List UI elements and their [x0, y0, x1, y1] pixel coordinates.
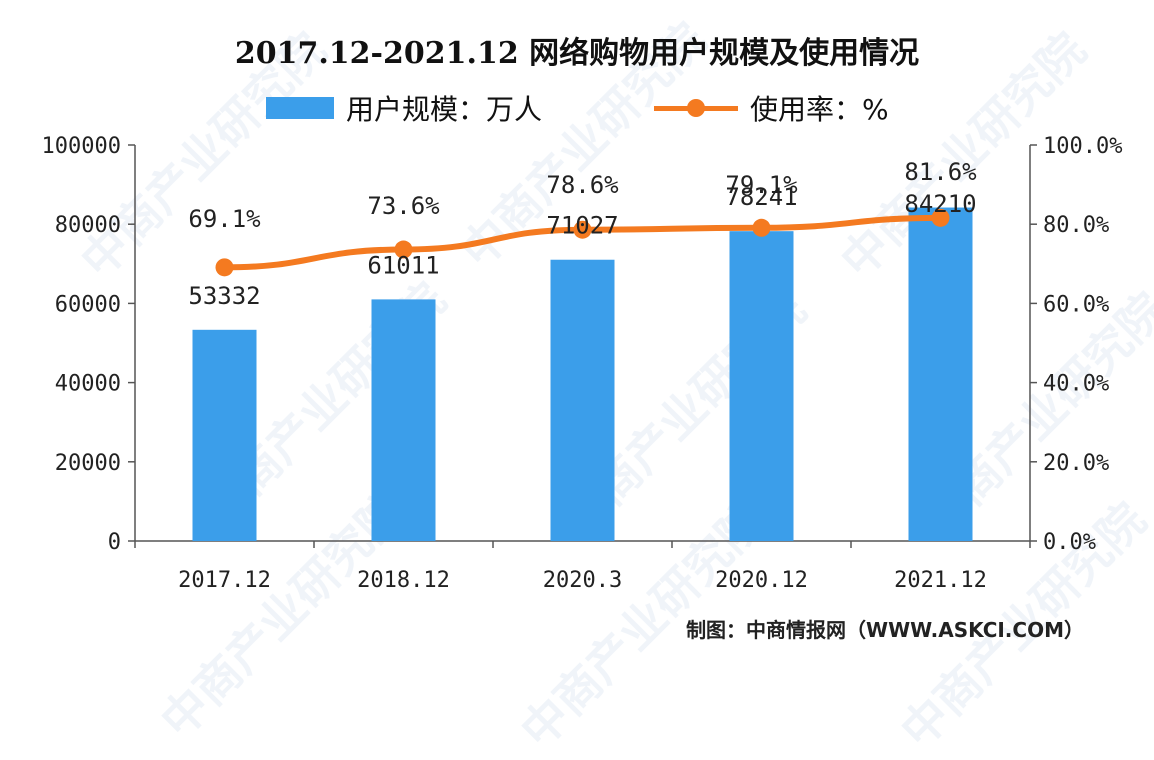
legend-bar-label: 用户规模：万人	[346, 93, 543, 126]
bar	[192, 329, 257, 541]
usage-rate-point	[752, 218, 771, 237]
bar-value-label: 61011	[367, 251, 439, 279]
usage-rate-point	[215, 258, 234, 277]
bar-value-label: 53332	[188, 282, 260, 310]
right-axis-tick-label: 0.0%	[1043, 530, 1096, 555]
left-axis-tick-label: 100000	[42, 134, 121, 159]
legend: 用户规模：万人 使用率：%	[0, 88, 1154, 126]
usage-rate-point	[573, 220, 592, 239]
bar	[908, 207, 973, 542]
x-axis-tick-label: 2018.12	[357, 568, 450, 593]
left-axis-tick-label: 40000	[55, 372, 121, 397]
right-axis-tick-label: 100.0%	[1043, 134, 1122, 159]
rate-value-label: 78.6%	[546, 171, 619, 199]
bar	[729, 231, 794, 541]
x-axis-tick-label: 2017.12	[178, 568, 271, 593]
left-axis-tick-label: 60000	[55, 292, 121, 317]
rate-value-label: 81.6%	[904, 158, 977, 186]
rate-value-label: 69.1%	[188, 205, 261, 233]
usage-rate-point	[394, 240, 413, 259]
legend-line-swatch	[654, 97, 738, 119]
legend-bar-swatch	[266, 97, 334, 119]
usage-rate-point	[931, 208, 950, 227]
left-axis-tick-label: 20000	[55, 451, 121, 476]
legend-item-users: 用户规模：万人	[266, 88, 542, 128]
rate-value-label: 73.6%	[367, 192, 440, 220]
bar	[550, 259, 615, 541]
right-axis-tick-label: 40.0%	[1043, 372, 1109, 397]
source-credit: 制图：中商情报网（WWW.ASKCI.COM）	[686, 618, 1084, 642]
bar	[371, 299, 436, 541]
bar-value-label: 71027	[546, 212, 618, 240]
right-axis-tick-label: 60.0%	[1043, 292, 1109, 317]
rate-value-label: 79.1%	[725, 171, 798, 199]
left-axis-tick-label: 0	[108, 530, 121, 555]
x-axis-tick-label: 2021.12	[894, 568, 987, 593]
right-axis-tick-label: 80.0%	[1043, 213, 1109, 238]
legend-item-rate: 使用率：%	[654, 88, 889, 128]
legend-line-label: 使用率：%	[750, 93, 889, 126]
bar-value-label: 84210	[904, 190, 976, 218]
x-axis-tick-label: 2020.3	[543, 568, 622, 593]
chart-title: 2017.12-2021.12 网络购物用户规模及使用情况	[234, 36, 920, 71]
bar-value-label: 78241	[725, 183, 797, 211]
right-axis-tick-label: 20.0%	[1043, 451, 1109, 476]
x-axis-tick-label: 2020.12	[715, 568, 808, 593]
chart-plot: 0 20000 40000 60000 80000 100000 0.0% 20.0% 40.0…	[42, 134, 1123, 593]
left-axis-tick-label: 80000	[55, 213, 121, 238]
